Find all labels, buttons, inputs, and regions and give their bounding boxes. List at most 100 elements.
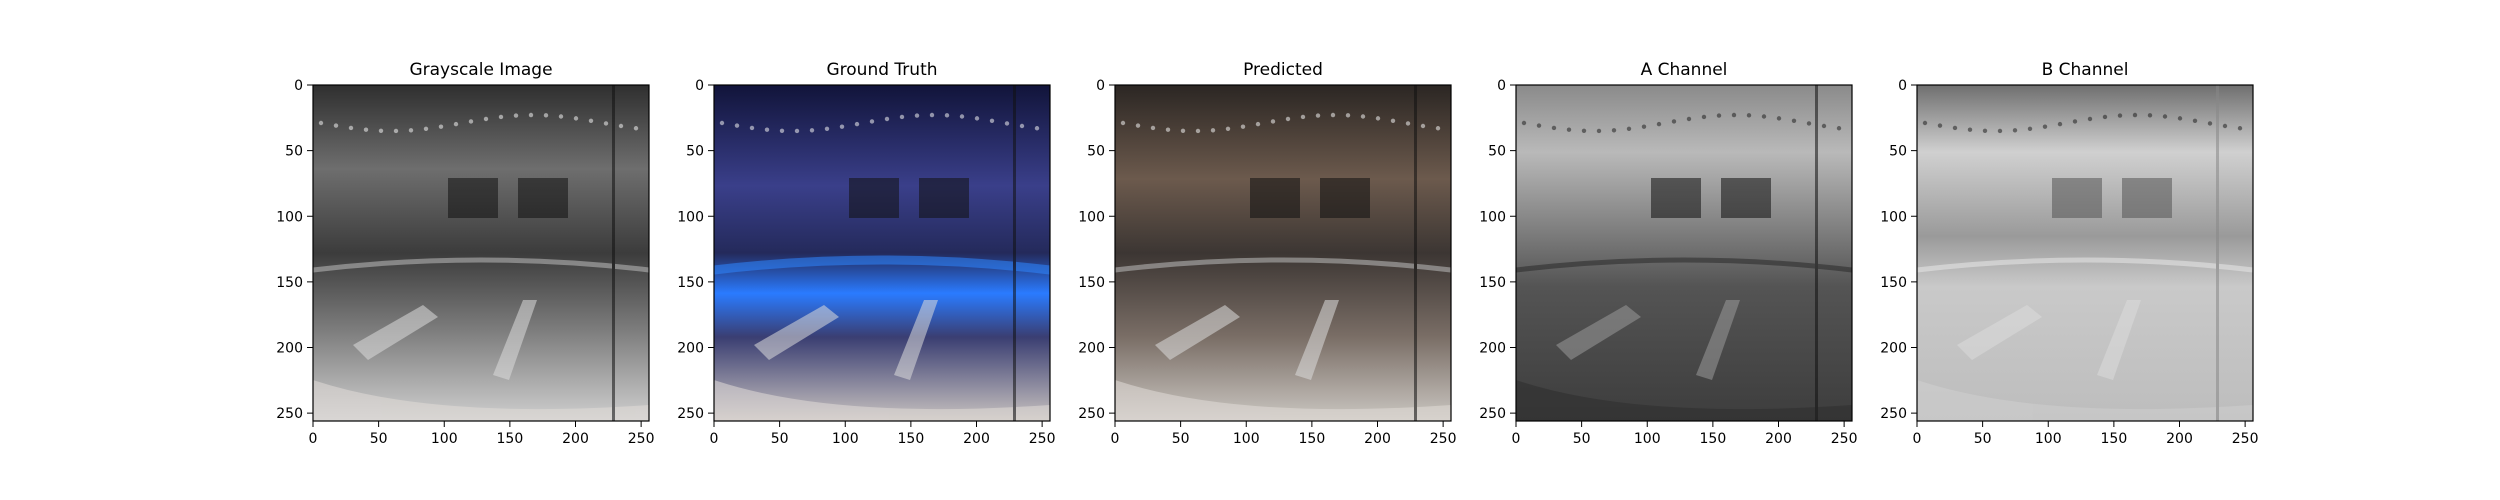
light-dot <box>1836 126 1842 131</box>
light-dot <box>1315 113 1321 118</box>
x-tick-label: 50 <box>1573 431 1591 447</box>
light-dot <box>779 128 785 133</box>
light-dot <box>899 114 905 120</box>
y-tick-label: 150 <box>677 275 704 291</box>
walkway-shape <box>1696 300 1740 380</box>
x-tick-label: 250 <box>1831 431 1858 447</box>
x-tick-label: 100 <box>832 431 859 447</box>
light-dot <box>2237 126 2243 131</box>
light-dot <box>974 116 980 121</box>
light-dot <box>2072 119 2078 124</box>
walkway-shape <box>493 300 537 380</box>
panel-title: Ground Truth <box>826 60 937 80</box>
x-tick-label: 150 <box>497 431 524 447</box>
light-dot <box>318 120 324 126</box>
light-dot <box>1240 124 1246 129</box>
light-dot <box>914 113 920 118</box>
light-dot <box>1686 116 1692 122</box>
light-dot <box>1210 128 1216 133</box>
walkway-shape <box>1957 305 2042 360</box>
pole-shape <box>1013 85 1016 421</box>
light-dot <box>989 118 995 123</box>
ring-band <box>713 255 1051 275</box>
axes-frame <box>312 84 650 422</box>
light-dot <box>1150 125 1156 131</box>
light-dot <box>1285 116 1291 122</box>
y-tick-label: 200 <box>1880 341 1907 357</box>
screen-shape <box>448 178 498 218</box>
ring-band <box>1515 257 1853 273</box>
light-dot <box>453 121 459 127</box>
image-detail <box>312 85 650 421</box>
x-tick-label: 50 <box>771 431 789 447</box>
x-tick-label: 150 <box>2101 431 2128 447</box>
y-tick-label: 100 <box>1078 209 1105 225</box>
panel-4: A Channel 0 50 100 150 200 250 0 50 100 150 200 250 <box>1479 60 1857 447</box>
y-tick-label: 100 <box>1479 209 1506 225</box>
light-dot <box>573 116 579 121</box>
light-dot <box>1922 120 1928 126</box>
light-dot <box>348 125 354 131</box>
y-tick-label: 200 <box>677 341 704 357</box>
floor-shape <box>313 380 649 421</box>
panel-title: Grayscale Image <box>409 60 552 80</box>
light-dot <box>558 114 564 119</box>
panel-title: B Channel <box>2042 60 2129 80</box>
light-dot <box>1536 123 1542 128</box>
walkway-shape <box>1155 305 1240 360</box>
light-dot <box>1716 113 1722 118</box>
light-dot <box>468 119 474 124</box>
light-dot <box>603 121 609 126</box>
light-dot <box>1405 121 1411 126</box>
pole-shape <box>2216 85 2219 421</box>
light-dot <box>1806 121 1812 126</box>
x-tick-label: 250 <box>628 431 655 447</box>
y-tick-label: 200 <box>276 341 303 357</box>
y-tick-label: 200 <box>1078 341 1105 357</box>
light-dot <box>438 124 444 129</box>
light-dot <box>1596 128 1602 134</box>
x-tick-label: 250 <box>1029 431 1056 447</box>
light-dot <box>824 126 830 131</box>
light-dot <box>1270 119 1276 124</box>
light-dot <box>959 114 965 119</box>
walkway-shape <box>1295 300 1339 380</box>
light-dot <box>1776 116 1782 121</box>
light-dot <box>633 126 639 131</box>
panel-title: Predicted <box>1243 60 1323 80</box>
screen-shape <box>849 178 899 218</box>
light-dot <box>764 127 770 132</box>
x-tick-label: 200 <box>562 431 589 447</box>
x-tick-label: 100 <box>1634 431 1661 447</box>
light-dot <box>543 113 549 118</box>
light-dot <box>734 123 740 128</box>
light-dot <box>528 112 534 118</box>
y-tick-label: 100 <box>677 209 704 225</box>
y-tick-label: 50 <box>1087 144 1105 160</box>
image-detail <box>1916 85 2254 421</box>
y-tick-label: 50 <box>686 144 704 160</box>
light-dot <box>1581 128 1587 133</box>
y-tick-label: 50 <box>285 144 303 160</box>
y-tick-label: 150 <box>1880 275 1907 291</box>
walkway-shape <box>894 300 938 380</box>
panel-2: Ground Truth 0 50 100 150 200 250 0 50 100 150 200 2… <box>677 60 1055 447</box>
light-dot <box>498 114 504 120</box>
pole-shape <box>612 85 615 421</box>
screen-shape <box>1250 178 1300 218</box>
light-dot <box>333 123 339 128</box>
x-tick-label: 200 <box>1765 431 1792 447</box>
y-tick-label: 150 <box>276 275 303 291</box>
light-dot <box>618 123 624 129</box>
light-dot <box>2042 124 2048 129</box>
x-tick-label: 200 <box>2166 431 2193 447</box>
x-tick-label: 50 <box>1172 431 1190 447</box>
light-dot <box>2147 113 2153 118</box>
screen-shape <box>1721 178 1771 218</box>
light-dot <box>483 116 489 122</box>
light-dot <box>1731 112 1737 118</box>
light-dot <box>2102 114 2108 120</box>
floor-shape <box>714 380 1050 421</box>
light-dot <box>1761 114 1767 119</box>
